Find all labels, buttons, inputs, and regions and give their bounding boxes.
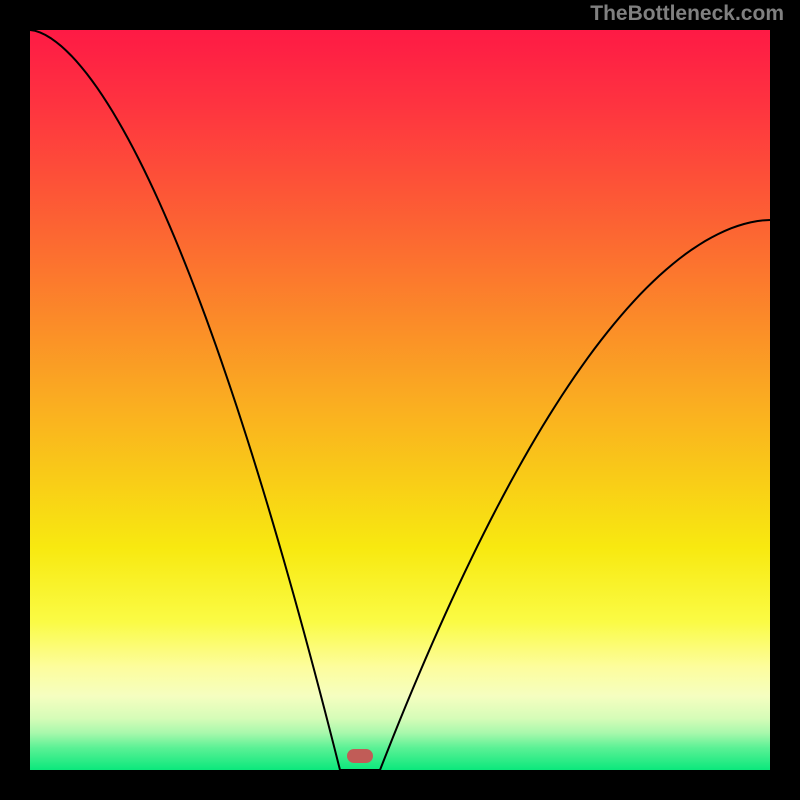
watermark-text: TheBottleneck.com [590, 2, 784, 26]
valley-marker [347, 749, 373, 763]
bottleneck-curve [30, 30, 770, 770]
plot-area [30, 30, 770, 770]
